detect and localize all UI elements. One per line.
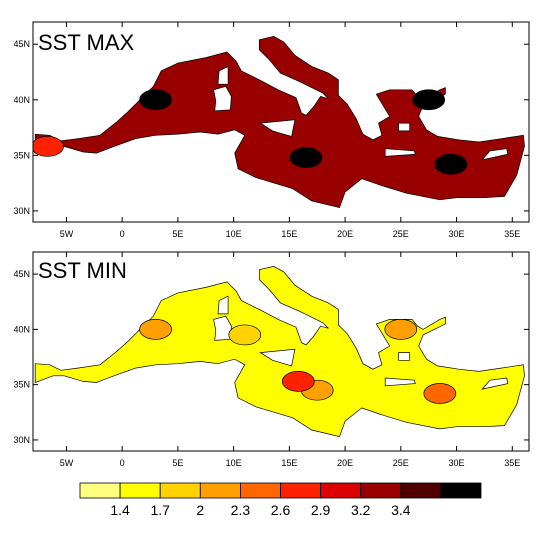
colorbar-swatch-4 (239, 482, 281, 499)
y-tick-label-min-0: 30N (13, 435, 30, 445)
colorbar-label-3: 2.3 (231, 502, 251, 518)
y-tick-label-min-1: 35N (13, 380, 30, 390)
x-tick-label-max-2: 5E (172, 229, 183, 239)
y-tick-label-min-3: 45N (13, 269, 30, 279)
y-tick-label-max-1: 35N (13, 150, 30, 160)
panel-title-max: SST MAX (38, 30, 135, 55)
colorbar-swatch-7 (360, 482, 402, 499)
anomaly-max-1 (289, 147, 323, 168)
anomaly-min-4 (228, 324, 262, 346)
x-tick-label-min-5: 20E (337, 458, 353, 468)
colorbar-swatch-8 (400, 482, 442, 499)
x-tick-label-max-7: 30E (449, 229, 465, 239)
anomaly-max-3 (412, 89, 446, 111)
y-tick-label-max-2: 40N (13, 95, 30, 105)
y-tick-label-max-0: 30N (13, 206, 30, 216)
axes-min: 5W 0 5E 10E 15E 20E 25E 30E 35E 30N 35N 40N 45N (13, 252, 529, 468)
x-tick-label-min-8: 35E (504, 458, 520, 468)
plot-frame-min (32, 251, 530, 452)
x-tick-label-min-7: 30E (449, 458, 465, 468)
colorbar-swatch-6 (320, 482, 362, 499)
colorbar: 1.4 1.7 2 2.3 2.6 2.9 3.2 3.4 (79, 482, 482, 518)
colorbar-label-1: 1.7 (150, 502, 170, 518)
x-tick-label-max-6: 25E (393, 229, 409, 239)
x-tick-label-max-4: 15E (281, 229, 297, 239)
anomaly-min-0 (139, 319, 172, 340)
panel-sst-max: 5W 0 5E 10E 15E 20E 25E 30E 35E 30N 35N 40N 45N SST … (13, 21, 530, 239)
x-tick-label-min-6: 25E (393, 458, 409, 468)
y-tick-label-max-3: 45N (13, 39, 30, 49)
x-tick-label-max-1: 0 (120, 229, 125, 239)
x-tick-label-max-8: 35E (504, 229, 520, 239)
colorbar-swatch-3 (199, 482, 241, 499)
colorbar-label-4: 2.6 (271, 502, 291, 518)
panel-sst-min: 5W 0 5E 10E 15E 20E 25E 30E 35E 30N 35N 40N 45N SST … (13, 251, 530, 468)
colorbar-swatch-9 (440, 482, 482, 499)
sea-field-min (34, 266, 525, 438)
plot-frame-max (32, 21, 530, 223)
anomaly-min-3 (423, 383, 457, 404)
x-tick-label-max-0: 5W (60, 229, 74, 239)
anomaly-max-2 (434, 153, 468, 175)
colorbar-label-7: 3.4 (391, 502, 411, 518)
x-tick-label-min-4: 15E (281, 458, 297, 468)
panel-title-min: SST MIN (38, 258, 127, 283)
anomaly-min-5 (384, 319, 418, 340)
colorbar-swatch-0 (79, 482, 121, 499)
sea-field-max (33, 36, 525, 209)
y-tick-label-min-2: 40N (13, 324, 30, 334)
colorbar-swatch-1 (119, 482, 161, 499)
colorbar-swatch-5 (280, 482, 321, 499)
x-tick-label-min-0: 5W (60, 458, 74, 468)
anomaly-max-0 (139, 89, 172, 111)
x-tick-label-min-1: 0 (120, 458, 125, 468)
colorbar-swatch-2 (159, 482, 201, 499)
colorbar-label-0: 1.4 (110, 502, 130, 518)
x-tick-label-max-5: 20E (337, 229, 353, 239)
colorbar-label-5: 2.9 (311, 502, 331, 518)
anomaly-max-4 (33, 136, 64, 157)
x-tick-label-min-2: 5E (172, 458, 183, 468)
axes-max: 5W 0 5E 10E 15E 20E 25E 30E 35E 30N 35N 40N 45N (13, 22, 529, 239)
x-tick-label-min-3: 10E (226, 458, 242, 468)
anomaly-min-2 (281, 371, 315, 392)
x-tick-label-max-3: 10E (226, 229, 242, 239)
colorbar-label-2: 2 (196, 502, 204, 518)
colorbar-label-6: 3.2 (351, 502, 371, 518)
